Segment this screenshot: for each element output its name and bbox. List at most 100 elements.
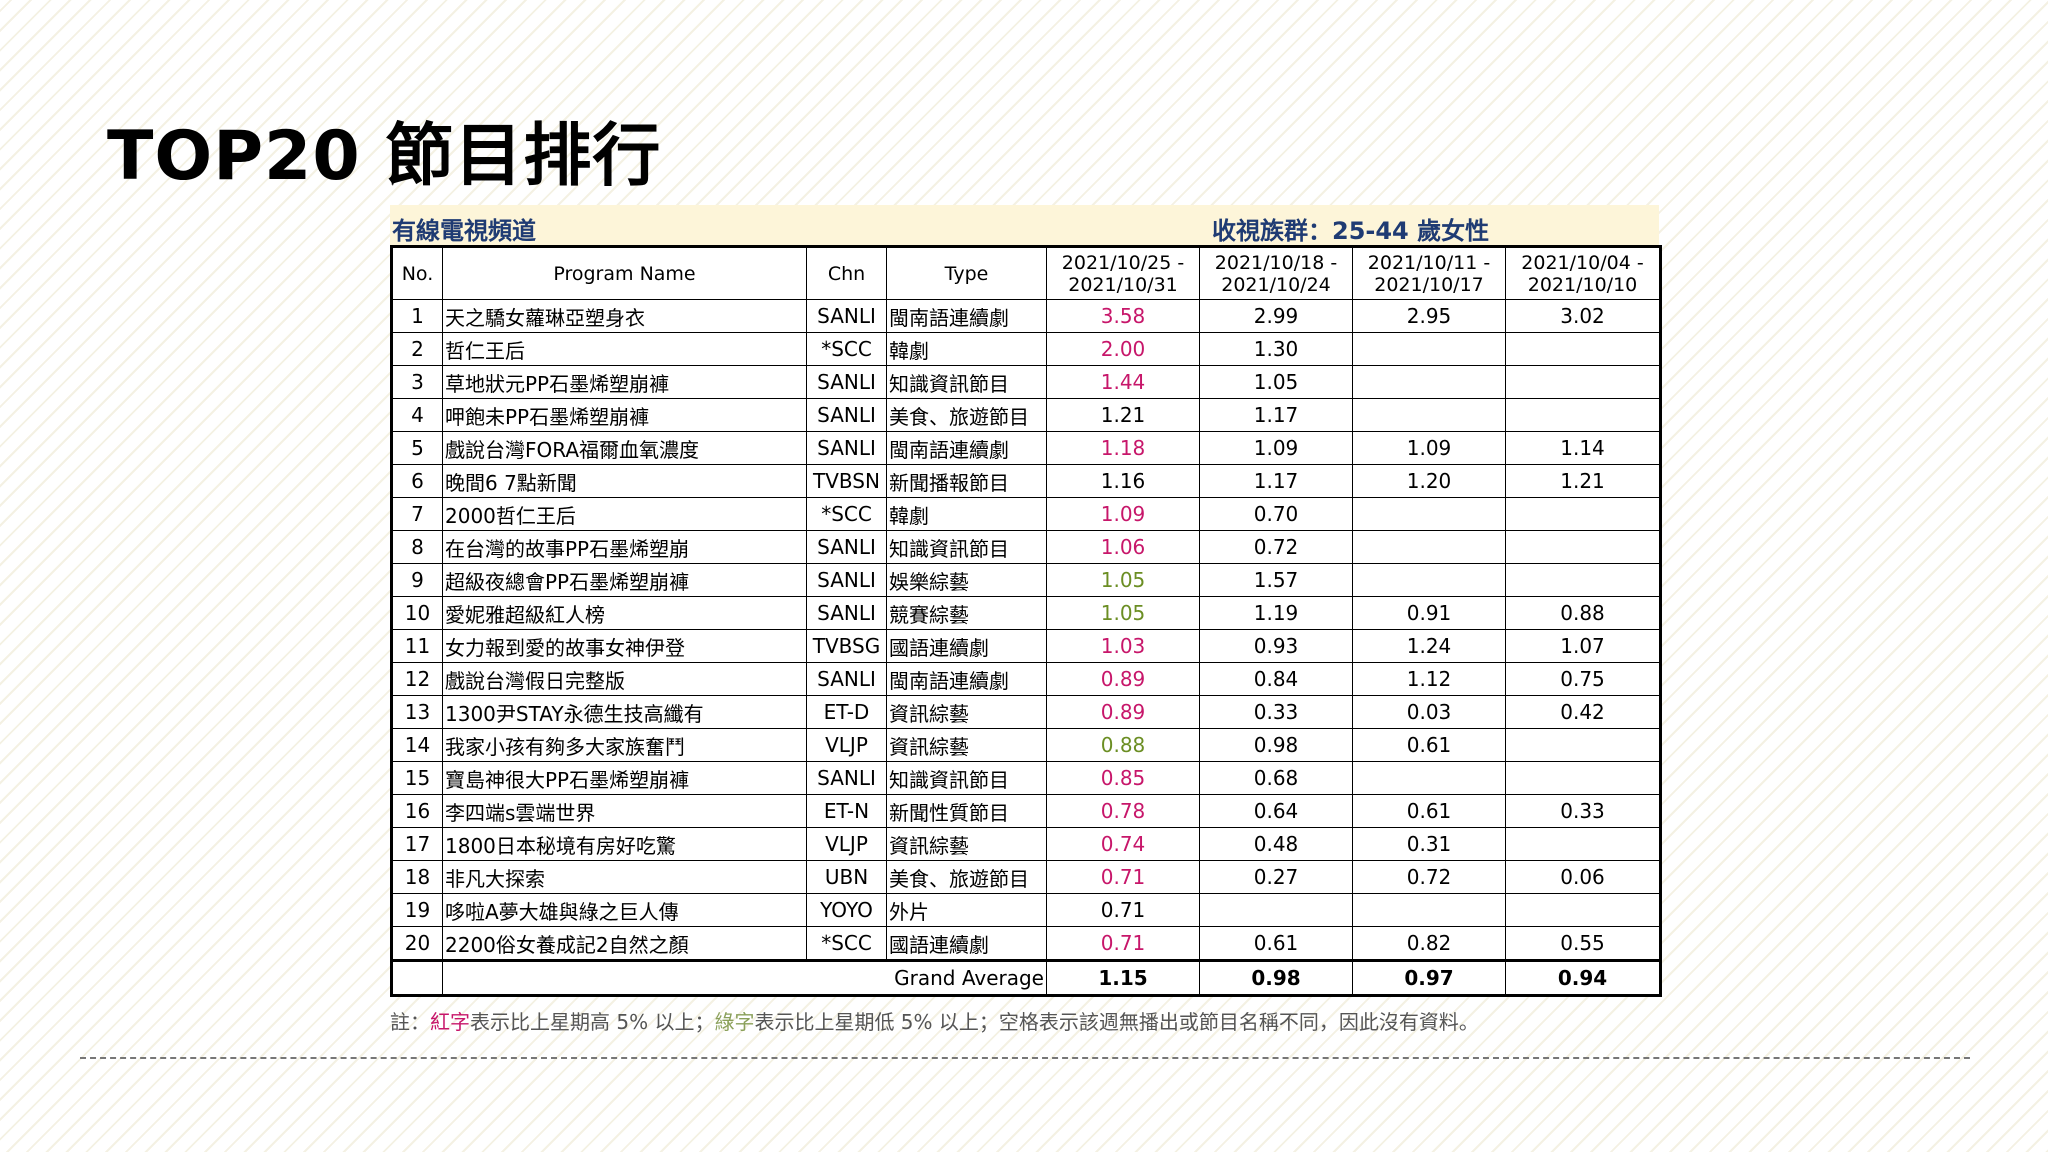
grand-average-row: Grand Average 1.15 0.98 0.97 0.94 (391, 959, 1661, 996)
week-4-cell (1505, 497, 1661, 531)
week-2-cell: 0.27 (1199, 860, 1353, 894)
total-week-4: 0.94 (1505, 959, 1661, 996)
week-1-cell: 0.88 (1046, 728, 1200, 762)
note-green-text: 表示比上星期低 5% 以上；空格表示該週無播出或節目名稱不同，因此沒有資料。 (754, 1010, 1479, 1034)
week-3-cell: 1.12 (1352, 662, 1506, 696)
divider (80, 1057, 1970, 1059)
week-4-cell (1505, 728, 1661, 762)
week-2-cell: 2.99 (1199, 299, 1353, 333)
channel-cell: TVBSG (806, 629, 887, 663)
week-1-cell: 1.16 (1046, 464, 1200, 498)
table-row: 5 戲說台灣FORA福爾血氧濃度 SANLI 閩南語連續劇 1.18 1.09 1.09 1.… (391, 431, 1661, 465)
week-2-cell: 0.64 (1199, 794, 1353, 828)
week-4-cell: 1.07 (1505, 629, 1661, 663)
table-row: 9 超級夜總會PP石墨烯塑崩褲 SANLI 娛樂綜藝 1.05 1.57 (391, 563, 1661, 597)
week-4-cell: 1.21 (1505, 464, 1661, 498)
col-header-no: No. (391, 246, 443, 300)
program-name-cell: 戲說台灣假日完整版 (442, 662, 807, 696)
col-header-week-3: 2021/10/11 - 2021/10/17 (1352, 246, 1506, 300)
week-4-cell (1505, 761, 1661, 795)
week-2-cell: 1.09 (1199, 431, 1353, 465)
row-no-cell: 14 (391, 728, 443, 762)
week-4-cell (1505, 332, 1661, 366)
table-row: 8 在台灣的故事PP石墨烯塑崩 SANLI 知識資訊節目 1.06 0.72 (391, 530, 1661, 564)
week-3-cell (1352, 398, 1506, 432)
channel-cell: YOYO (806, 893, 887, 927)
row-no-cell: 20 (391, 926, 443, 961)
note-red-text: 表示比上星期高 5% 以上； (470, 1010, 715, 1034)
week-2-cell: 0.93 (1199, 629, 1353, 663)
type-cell: 資訊綜藝 (886, 728, 1047, 762)
col-header-chn: Chn (806, 246, 887, 300)
table-row: 12 戲說台灣假日完整版 SANLI 閩南語連續劇 0.89 0.84 1.12 0.75 (391, 662, 1661, 696)
type-cell: 閩南語連續劇 (886, 431, 1047, 465)
channel-cell: SANLI (806, 563, 887, 597)
week-3-cell: 0.31 (1352, 827, 1506, 861)
week-2-cell: 1.19 (1199, 596, 1353, 630)
type-cell: 競賽綜藝 (886, 596, 1047, 630)
week-3-cell: 0.61 (1352, 794, 1506, 828)
total-week-2: 0.98 (1199, 959, 1353, 996)
row-no-cell: 1 (391, 299, 443, 333)
footnote: 註：紅字表示比上星期高 5% 以上；綠字表示比上星期低 5% 以上；空格表示該週… (390, 1006, 1479, 1035)
note-red-word: 紅字 (430, 1010, 470, 1034)
week-3-cell: 0.91 (1352, 596, 1506, 630)
type-cell: 知識資訊節目 (886, 530, 1047, 564)
week-3-cell (1352, 365, 1506, 399)
week-3-cell: 2.95 (1352, 299, 1506, 333)
col-header-type: Type (886, 246, 1047, 300)
table-row: 6 晚間6 7點新聞 TVBSN 新聞播報節目 1.16 1.17 1.20 1.21 (391, 464, 1661, 498)
type-cell: 資訊綜藝 (886, 827, 1047, 861)
channel-cell: SANLI (806, 662, 887, 696)
channel-cell: VLJP (806, 827, 887, 861)
week-1-cell: 1.05 (1046, 563, 1200, 597)
demographic-label: 收視族群：25-44 歲女性 (1212, 217, 1490, 245)
type-cell: 美食、旅遊節目 (886, 398, 1047, 432)
week-1-cell: 3.58 (1046, 299, 1200, 333)
week-4-cell: 0.06 (1505, 860, 1661, 894)
week-4-cell (1505, 398, 1661, 432)
week-3-cell: 1.20 (1352, 464, 1506, 498)
week-4-cell: 1.14 (1505, 431, 1661, 465)
table-body: 1 天之驕女蘿琳亞塑身衣 SANLI 閩南語連續劇 3.58 2.99 2.95 3.02 2 哲… (391, 299, 1661, 961)
week-3-cell (1352, 893, 1506, 927)
channel-cell: UBN (806, 860, 887, 894)
week-2-cell: 0.48 (1199, 827, 1353, 861)
week-3-cell (1352, 761, 1506, 795)
table-row: 1 天之驕女蘿琳亞塑身衣 SANLI 閩南語連續劇 3.58 2.99 2.95 3.02 (391, 299, 1661, 333)
week-3-cell: 0.82 (1352, 926, 1506, 961)
program-name-cell: 呷飽未PP石墨烯塑崩褲 (442, 398, 807, 432)
week-3-cell: 0.03 (1352, 695, 1506, 729)
type-cell: 閩南語連續劇 (886, 662, 1047, 696)
week-3-cell (1352, 530, 1506, 564)
note-prefix: 註： (390, 1010, 430, 1034)
program-name-cell: 1800日本秘境有房好吃驚 (442, 827, 807, 861)
week-2-cell: 1.30 (1199, 332, 1353, 366)
row-no-cell: 2 (391, 332, 443, 366)
col-header-program: Program Name (442, 246, 807, 300)
program-name-cell: 李四端s雲端世界 (442, 794, 807, 828)
table-row: 11 女力報到愛的故事女神伊登 TVBSG 國語連續劇 1.03 0.93 1.24 1.07 (391, 629, 1661, 663)
week-4-cell: 0.33 (1505, 794, 1661, 828)
week-2-cell: 1.05 (1199, 365, 1353, 399)
row-no-cell: 13 (391, 695, 443, 729)
program-name-cell: 在台灣的故事PP石墨烯塑崩 (442, 530, 807, 564)
week-2-cell: 0.68 (1199, 761, 1353, 795)
week-1-cell: 0.71 (1046, 860, 1200, 894)
type-cell: 國語連續劇 (886, 629, 1047, 663)
week-1-cell: 0.78 (1046, 794, 1200, 828)
program-name-cell: 非凡大探索 (442, 860, 807, 894)
week-2-cell (1199, 893, 1353, 927)
week-1-cell: 1.09 (1046, 497, 1200, 531)
week-4-cell: 0.75 (1505, 662, 1661, 696)
table-row: 14 我家小孩有夠多大家族奮鬥 VLJP 資訊綜藝 0.88 0.98 0.61 (391, 728, 1661, 762)
table-row: 19 哆啦A夢大雄與綠之巨人傳 YOYO 外片 0.71 (391, 893, 1661, 927)
week-4-cell (1505, 827, 1661, 861)
program-name-cell: 哆啦A夢大雄與綠之巨人傳 (442, 893, 807, 927)
table-row: 17 1800日本秘境有房好吃驚 VLJP 資訊綜藝 0.74 0.48 0.31 (391, 827, 1661, 861)
channel-label: 有線電視頻道 (392, 217, 536, 245)
week-1-cell: 2.00 (1046, 332, 1200, 366)
week-4-cell (1505, 365, 1661, 399)
program-name-cell: 女力報到愛的故事女神伊登 (442, 629, 807, 663)
row-no-cell: 15 (391, 761, 443, 795)
